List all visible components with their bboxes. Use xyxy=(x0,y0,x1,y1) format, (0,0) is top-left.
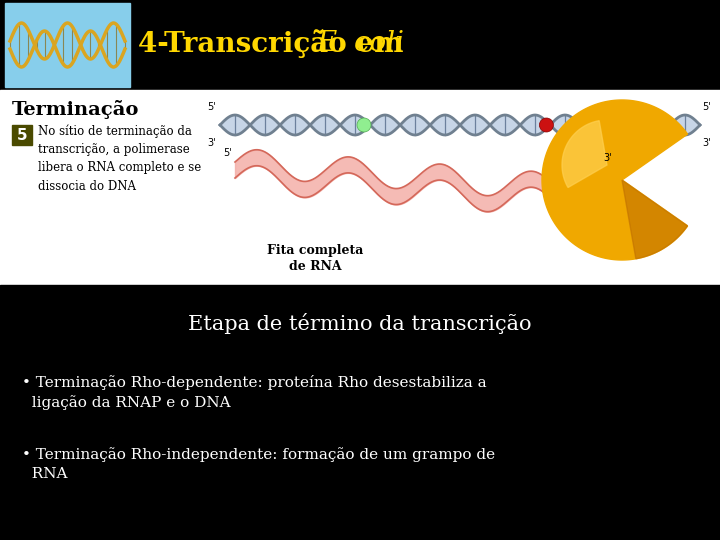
Bar xyxy=(0,0,720,90)
Polygon shape xyxy=(562,120,607,187)
Bar xyxy=(0,90,720,285)
Text: • Terminação Rho-dependente: proteína Rho desestabiliza a
  ligação da RNAP e o : • Terminação Rho-dependente: proteína Rh… xyxy=(22,375,487,410)
Text: 4-Transcrição em: 4-Transcrição em xyxy=(138,29,413,58)
Bar xyxy=(12,125,32,145)
Text: 5: 5 xyxy=(17,127,27,143)
Text: No sítio de terminação da
transcrição, a polimerase
libera o RNA completo e se
d: No sítio de terminação da transcrição, a… xyxy=(38,125,202,192)
Polygon shape xyxy=(622,180,688,259)
Circle shape xyxy=(539,118,554,132)
Text: • Terminação Rho-independente: formação de um grampo de
  RNA: • Terminação Rho-independente: formação … xyxy=(22,447,495,481)
Text: Terminação: Terminação xyxy=(12,100,140,119)
Text: 5': 5' xyxy=(207,102,216,112)
Text: Etapa de término da transcrição: Etapa de término da transcrição xyxy=(188,313,532,334)
Text: 3': 3' xyxy=(207,138,216,148)
Polygon shape xyxy=(542,100,688,260)
Text: 5': 5' xyxy=(223,148,232,158)
Text: 5': 5' xyxy=(702,102,711,112)
Text: E. coli: E. coli xyxy=(316,30,404,57)
Text: 3': 3' xyxy=(603,153,611,163)
Bar xyxy=(5,3,130,87)
Bar xyxy=(0,285,720,540)
Text: Fita completa
de RNA: Fita completa de RNA xyxy=(267,244,363,273)
Circle shape xyxy=(357,118,371,132)
Text: 3': 3' xyxy=(702,138,711,148)
